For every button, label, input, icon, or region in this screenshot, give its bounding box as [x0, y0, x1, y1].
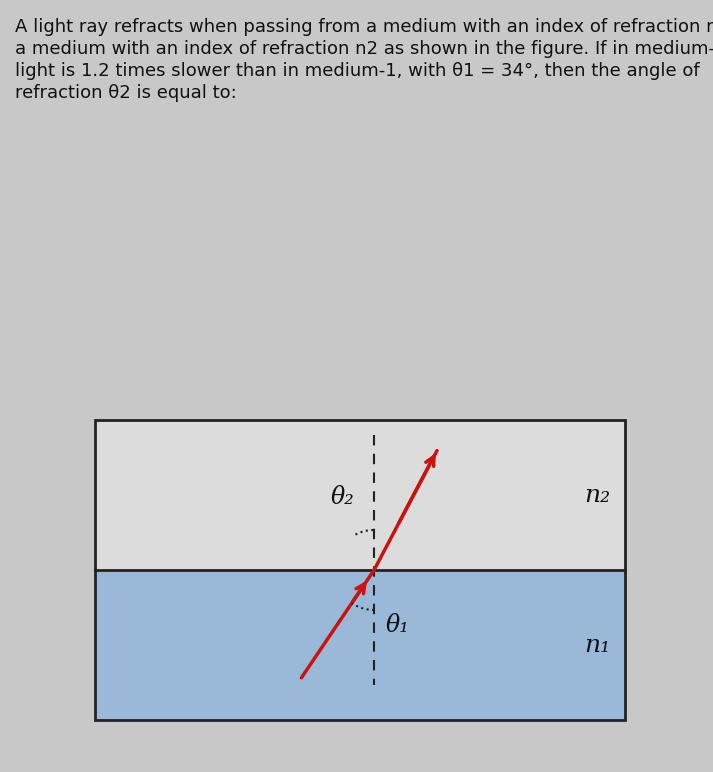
Text: light is 1.2 times slower than in medium-1, with θ1 = 34°, then the angle of: light is 1.2 times slower than in medium… — [15, 62, 699, 80]
Text: θ₁: θ₁ — [386, 614, 410, 636]
Text: a medium with an index of refraction n2 as shown in the figure. If in medium-2,: a medium with an index of refraction n2 … — [15, 40, 713, 58]
Bar — [95, 570, 625, 720]
Text: n₁: n₁ — [584, 634, 610, 656]
Bar — [95, 420, 625, 720]
Text: θ₂: θ₂ — [330, 486, 354, 510]
Text: refraction θ2 is equal to:: refraction θ2 is equal to: — [15, 84, 237, 102]
Text: n₂: n₂ — [584, 483, 610, 506]
Text: A light ray refracts when passing from a medium with an index of refraction n1 t: A light ray refracts when passing from a… — [15, 18, 713, 36]
Bar — [95, 420, 625, 570]
